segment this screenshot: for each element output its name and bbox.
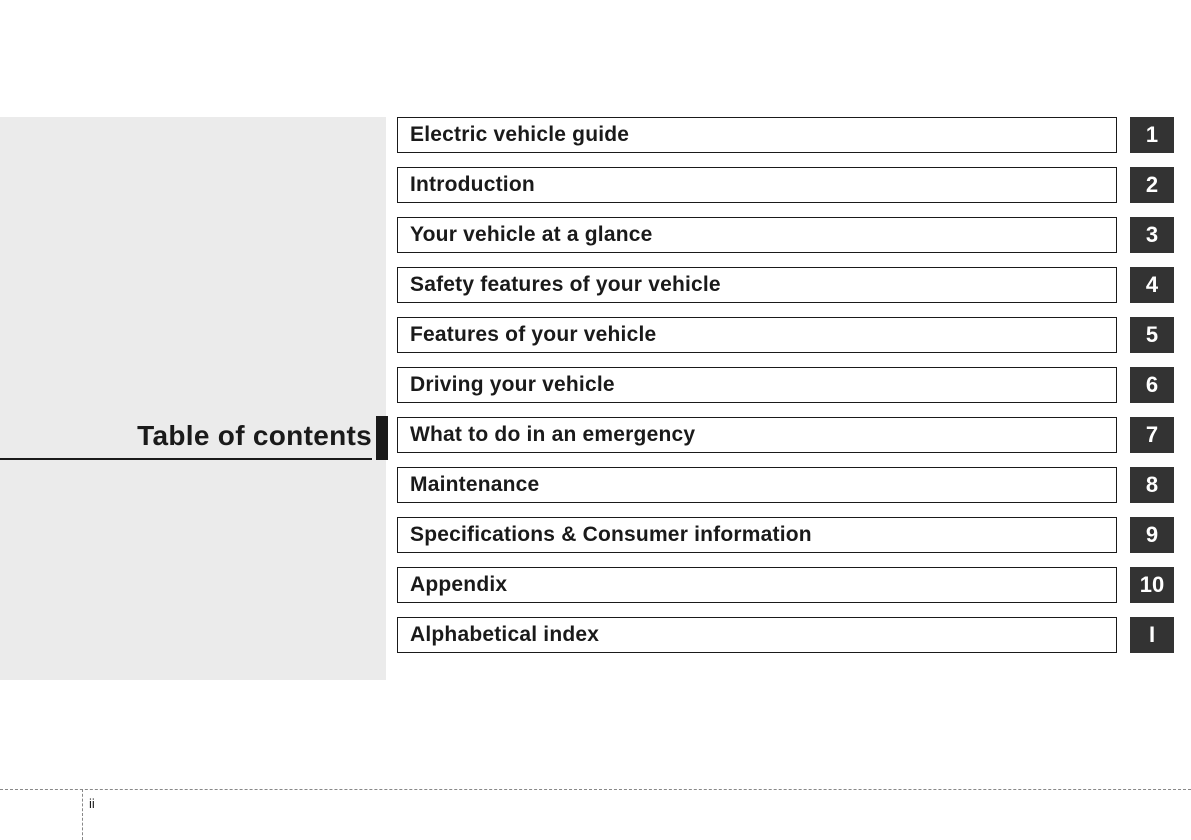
toc-row[interactable]: Your vehicle at a glance 3	[397, 217, 1174, 253]
toc-row[interactable]: Specifications & Consumer information 9	[397, 517, 1174, 553]
toc-row-label: What to do in an emergency	[397, 417, 1117, 453]
toc-row-number: 7	[1130, 417, 1174, 453]
toc-row-number: 8	[1130, 467, 1174, 503]
toc-row-label: Features of your vehicle	[397, 317, 1117, 353]
toc-row-label: Safety features of your vehicle	[397, 267, 1117, 303]
toc-row-number: 5	[1130, 317, 1174, 353]
toc-row[interactable]: Driving your vehicle 6	[397, 367, 1174, 403]
toc-row-number: 3	[1130, 217, 1174, 253]
toc-row-label: Specifications & Consumer information	[397, 517, 1117, 553]
toc-row[interactable]: What to do in an emergency 7	[397, 417, 1174, 453]
toc-row-label: Electric vehicle guide	[397, 117, 1117, 153]
page: Table of contents Electric vehicle guide…	[0, 0, 1191, 840]
toc-row[interactable]: Alphabetical index I	[397, 617, 1174, 653]
cropmark-horizontal	[0, 789, 1191, 790]
toc-row-number: 1	[1130, 117, 1174, 153]
toc-title: Table of contents	[0, 420, 372, 452]
sidebar-grey-block	[0, 117, 386, 680]
toc-row-label: Your vehicle at a glance	[397, 217, 1117, 253]
toc-row[interactable]: Electric vehicle guide 1	[397, 117, 1174, 153]
toc-row[interactable]: Features of your vehicle 5	[397, 317, 1174, 353]
toc-row-number: 9	[1130, 517, 1174, 553]
toc-row-number: 10	[1130, 567, 1174, 603]
page-number: ii	[89, 796, 95, 811]
toc-row-label: Introduction	[397, 167, 1117, 203]
toc-row-label: Appendix	[397, 567, 1117, 603]
toc-rows: Electric vehicle guide 1 Introduction 2 …	[397, 117, 1174, 667]
toc-row-label: Alphabetical index	[397, 617, 1117, 653]
toc-title-underline	[0, 458, 372, 460]
toc-row-label: Driving your vehicle	[397, 367, 1117, 403]
cropmark-vertical	[82, 789, 83, 840]
toc-row[interactable]: Appendix 10	[397, 567, 1174, 603]
toc-row-number: 4	[1130, 267, 1174, 303]
toc-title-tab	[376, 416, 388, 460]
toc-row-number: 2	[1130, 167, 1174, 203]
toc-row-label: Maintenance	[397, 467, 1117, 503]
toc-row[interactable]: Maintenance 8	[397, 467, 1174, 503]
toc-row-number: 6	[1130, 367, 1174, 403]
toc-row-number: I	[1130, 617, 1174, 653]
toc-row[interactable]: Introduction 2	[397, 167, 1174, 203]
toc-row[interactable]: Safety features of your vehicle 4	[397, 267, 1174, 303]
